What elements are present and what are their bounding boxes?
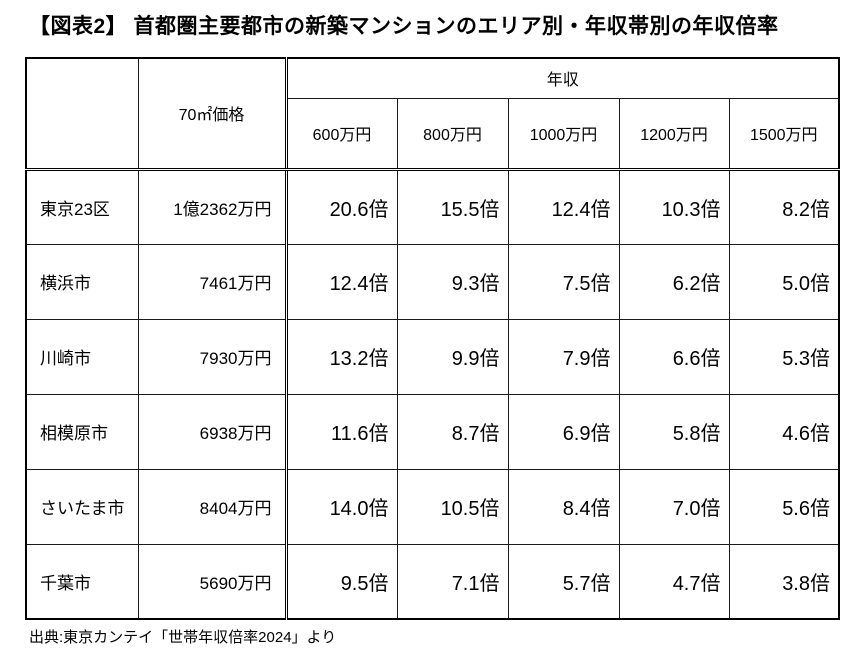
corner-cell [25, 57, 139, 171]
value-cell: 9.5倍 [284, 543, 398, 620]
value-cell: 7.1倍 [396, 543, 509, 620]
income-level-cell: 1000万円 [507, 97, 620, 171]
value-cell: 6.6倍 [618, 318, 730, 395]
value-cell: 5.6倍 [728, 468, 840, 545]
value-cell: 10.5倍 [396, 468, 509, 545]
price-cell: 1億2362万円 [137, 168, 287, 245]
price-cell: 8404万円 [137, 468, 287, 545]
value-cell: 12.4倍 [507, 168, 620, 245]
income-header-cell: 年収 [284, 57, 840, 99]
value-cell: 8.4倍 [507, 468, 620, 545]
area-cell: 相模原市 [25, 393, 139, 470]
area-cell: 横浜市 [25, 243, 139, 320]
price-header-cell: 70㎡価格 [137, 57, 287, 171]
income-level-cell: 600万円 [284, 97, 398, 171]
value-cell: 6.2倍 [618, 243, 730, 320]
table-row: 東京23区 1億2362万円 20.6倍 15.5倍 12.4倍 10.3倍 8.2倍 [25, 168, 840, 245]
income-level-cell: 800万円 [396, 97, 509, 171]
value-cell: 9.9倍 [396, 318, 509, 395]
source-note: 出典:東京カンテイ「世帯年収倍率2024」より [29, 629, 337, 646]
income-multiple-table: 70㎡価格 年収 600万円 800万円 1000万円 1200万円 1500万… [25, 57, 840, 620]
value-cell: 7.5倍 [507, 243, 620, 320]
value-cell: 20.6倍 [284, 168, 398, 245]
value-cell: 8.2倍 [728, 168, 840, 245]
table-row: さいたま市 8404万円 14.0倍 10.5倍 8.4倍 7.0倍 5.6倍 [25, 468, 840, 545]
value-cell: 8.7倍 [396, 393, 509, 470]
price-cell: 5690万円 [137, 543, 287, 620]
area-cell: さいたま市 [25, 468, 139, 545]
income-level-cell: 1500万円 [728, 97, 840, 171]
area-cell: 東京23区 [25, 168, 139, 245]
price-cell: 7930万円 [137, 318, 287, 395]
table-row: 川崎市 7930万円 13.2倍 9.9倍 7.9倍 6.6倍 5.3倍 [25, 318, 840, 395]
page-title: 【図表2】 首都圏主要都市の新築マンションのエリア別・年収帯別の年収倍率 [29, 15, 779, 38]
value-cell: 10.3倍 [618, 168, 730, 245]
value-cell: 5.8倍 [618, 393, 730, 470]
value-cell: 12.4倍 [284, 243, 398, 320]
table-row: 千葉市 5690万円 9.5倍 7.1倍 5.7倍 4.7倍 3.8倍 [25, 543, 840, 620]
value-cell: 5.3倍 [728, 318, 840, 395]
value-cell: 7.9倍 [507, 318, 620, 395]
value-cell: 5.0倍 [728, 243, 840, 320]
table-row: 横浜市 7461万円 12.4倍 9.3倍 7.5倍 6.2倍 5.0倍 [25, 243, 840, 320]
value-cell: 14.0倍 [284, 468, 398, 545]
value-cell: 13.2倍 [284, 318, 398, 395]
area-cell: 川崎市 [25, 318, 139, 395]
value-cell: 4.6倍 [728, 393, 840, 470]
header-row-levels: 600万円 800万円 1000万円 1200万円 1500万円 [26, 97, 840, 171]
table-row: 相模原市 6938万円 11.6倍 8.7倍 6.9倍 5.8倍 4.6倍 [25, 393, 840, 470]
header-row-income: 70㎡価格 年収 [25, 57, 840, 171]
table-body: 東京23区 1億2362万円 20.6倍 15.5倍 12.4倍 10.3倍 8.2倍 横浜市… [25, 168, 840, 620]
value-cell: 5.7倍 [507, 543, 620, 620]
value-cell: 11.6倍 [284, 393, 398, 470]
income-level-cell: 1200万円 [618, 97, 730, 171]
value-cell: 15.5倍 [396, 168, 509, 245]
value-cell: 9.3倍 [396, 243, 509, 320]
price-cell: 6938万円 [137, 393, 287, 470]
value-cell: 6.9倍 [507, 393, 620, 470]
value-cell: 3.8倍 [728, 543, 840, 620]
price-cell: 7461万円 [137, 243, 287, 320]
value-cell: 4.7倍 [618, 543, 730, 620]
table-header: 70㎡価格 年収 600万円 800万円 1000万円 1200万円 1500万… [25, 57, 840, 171]
area-cell: 千葉市 [25, 543, 139, 620]
value-cell: 7.0倍 [618, 468, 730, 545]
